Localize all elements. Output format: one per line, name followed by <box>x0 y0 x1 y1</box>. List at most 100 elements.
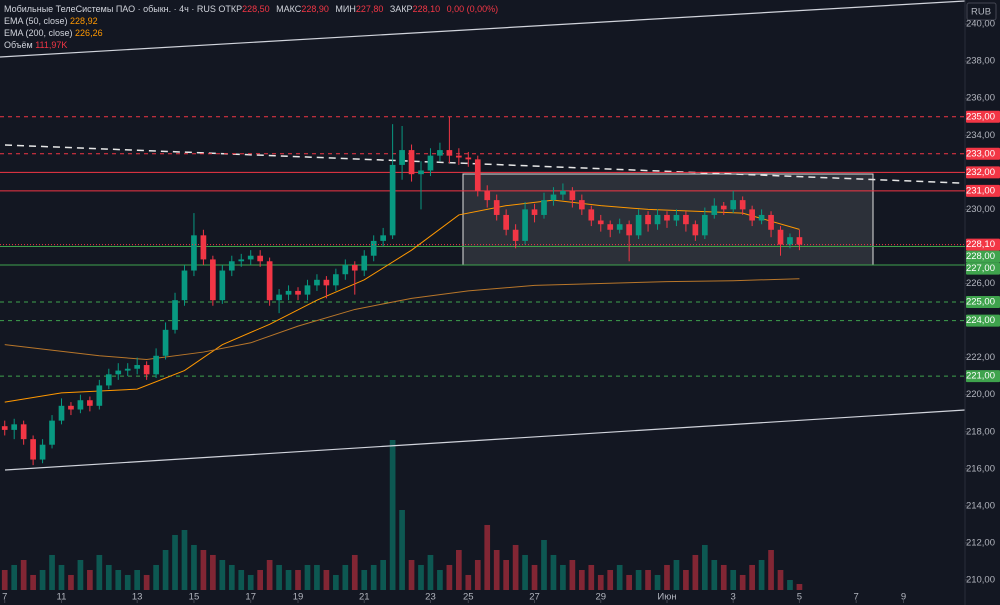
ohlc-value: 228,90 <box>301 4 329 14</box>
ohlc-value: 228,10 <box>412 4 441 14</box>
y-tick-label: 238,00 <box>966 56 995 67</box>
volume-bar <box>522 554 528 590</box>
y-tick-label: 216,00 <box>966 463 995 474</box>
volume-bar <box>569 560 576 590</box>
candle-body <box>333 274 339 286</box>
candle-body <box>200 235 207 260</box>
x-tick-label: Июн <box>657 592 676 603</box>
volume-bar <box>560 564 566 590</box>
candle-body <box>210 259 216 301</box>
candle-body <box>560 190 566 195</box>
price-label: 225,00 <box>966 297 995 308</box>
price-label: 228,00 <box>966 251 995 262</box>
candle-body <box>380 235 386 241</box>
legend-row: EMA (50, close) 228,92 <box>4 15 502 27</box>
candle-body <box>143 365 150 375</box>
candle-body <box>266 261 273 301</box>
candle-body <box>228 261 235 271</box>
candle-body <box>399 150 405 165</box>
trend-line <box>0 0 966 58</box>
volume-bar <box>11 564 18 590</box>
volume-bar <box>399 510 405 590</box>
volume-bar <box>512 544 519 590</box>
candle-body <box>389 164 396 236</box>
legend: Мобильные ТелеСистемы ПАО · обыкн. · 4ч … <box>4 3 502 51</box>
volume-bar <box>664 564 670 590</box>
price-label-bg <box>966 110 1000 123</box>
volume-bar <box>181 530 188 590</box>
price-label: 227,00 <box>966 263 995 274</box>
volume-bar <box>739 574 746 590</box>
volume-bar <box>295 570 301 590</box>
candle-body <box>304 285 311 295</box>
volume-bar <box>219 560 226 590</box>
x-tick-label: 9 <box>901 592 906 603</box>
volume-bar <box>531 564 538 590</box>
y-tick-label: 234,00 <box>966 130 995 141</box>
volume-bar <box>172 534 178 590</box>
x-tick-label: 7 <box>854 592 859 603</box>
volume-bar <box>673 560 680 590</box>
price-label: 233,00 <box>966 148 995 159</box>
candle-body <box>446 150 453 156</box>
volume-bar <box>796 584 803 590</box>
candle-body <box>597 220 604 225</box>
y-tick-label: 240,00 <box>966 19 995 30</box>
x-tick-label: 25 <box>463 592 474 603</box>
candle-body <box>654 214 661 225</box>
candle-body <box>569 190 576 201</box>
volume-bar <box>503 560 509 590</box>
candle-body <box>474 159 481 191</box>
volume-bar <box>701 544 708 590</box>
ohlc-label: ОТКР <box>218 4 243 14</box>
price-label: 232,00 <box>966 167 995 178</box>
volume-bar <box>465 574 472 590</box>
y-tick-label: 210,00 <box>966 575 995 586</box>
price-label: 221,00 <box>966 371 995 382</box>
volume-bar <box>143 574 150 590</box>
volume-bar <box>588 564 595 590</box>
volume-bar <box>210 554 216 590</box>
candle-body <box>181 270 188 301</box>
x-tick-label: 29 <box>595 592 606 603</box>
candle-body <box>39 444 46 460</box>
volume-bar <box>692 554 699 590</box>
volume-bar <box>87 570 93 590</box>
price-label: 235,00 <box>966 111 995 122</box>
candle-body <box>418 170 424 175</box>
volume-bar <box>105 564 112 590</box>
candle-body <box>105 374 112 386</box>
candle-body <box>172 300 178 330</box>
y-tick-label: 214,00 <box>966 500 995 511</box>
x-tick-label: 3 <box>731 592 736 603</box>
candle-body <box>87 400 93 406</box>
candle-body <box>749 209 755 221</box>
candle-body <box>295 290 301 295</box>
price-label-bg <box>966 370 1000 383</box>
candle-body <box>96 385 103 406</box>
candle-body <box>427 155 434 171</box>
volume-bar <box>484 524 491 590</box>
legend-value: 111,97K <box>35 40 68 50</box>
legend-row: EMA (200, close) 226,26 <box>4 27 502 39</box>
candle-body <box>370 240 377 256</box>
volume-bar <box>418 564 424 590</box>
volume-bar <box>370 564 377 590</box>
candle-body <box>796 237 803 245</box>
candle-body <box>626 224 632 236</box>
volume-bar <box>276 564 282 590</box>
ohlc-label: ЗАКР <box>389 4 413 14</box>
volume-bar <box>247 574 254 590</box>
volume-bar <box>380 560 386 590</box>
volume-bar <box>758 560 765 590</box>
ohlc-label: МИН <box>335 4 356 14</box>
volume-bar <box>597 574 604 590</box>
volume-bar <box>768 550 774 590</box>
candle-body <box>522 209 528 241</box>
price-label-bg <box>966 184 1000 197</box>
candle-body <box>607 224 614 230</box>
volume-bar <box>683 570 689 590</box>
ema-line <box>4 199 800 403</box>
price-label-bg <box>966 296 1000 309</box>
